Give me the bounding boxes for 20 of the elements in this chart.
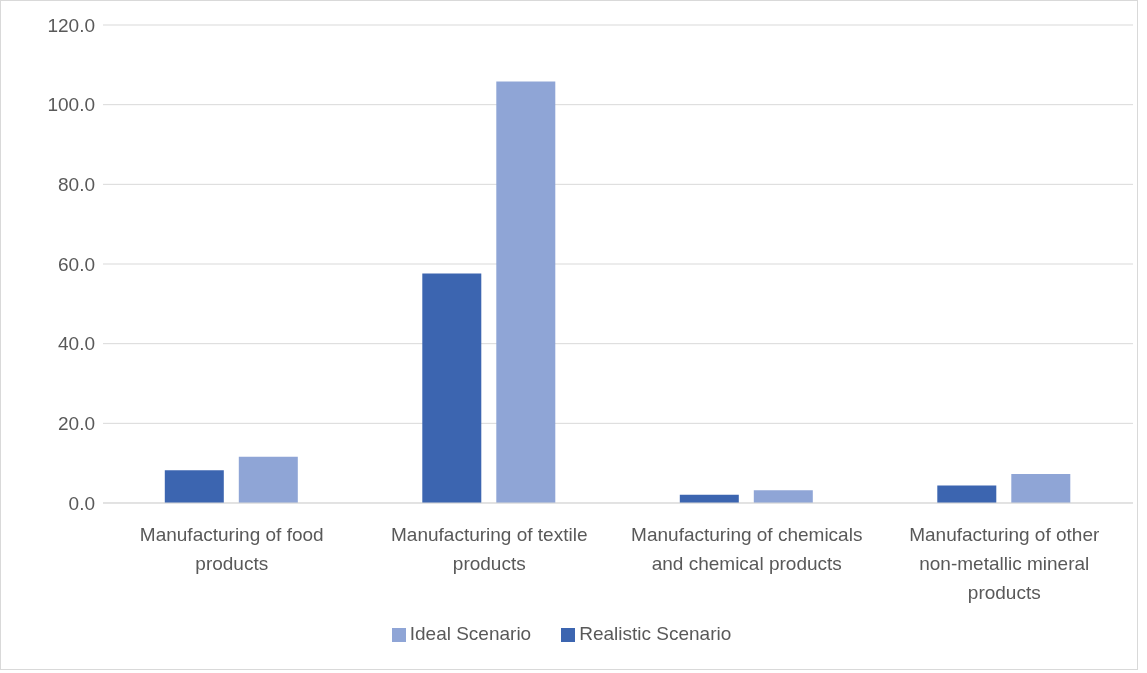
y-tick-label: 100.0 — [47, 94, 95, 116]
y-tick-label: 80.0 — [58, 174, 95, 196]
y-tick-label: 20.0 — [58, 413, 95, 435]
x-tick-label: Manufacturing of chemicals and chemical products — [631, 524, 863, 574]
bar — [496, 81, 556, 503]
bar — [238, 456, 298, 503]
y-tick-label: 40.0 — [58, 333, 95, 355]
bar — [753, 490, 813, 503]
legend-label: Realistic Scenario — [579, 623, 732, 644]
bar — [422, 273, 482, 503]
x-tick-label: Manufacturing of textile products — [391, 524, 588, 574]
y-tick-label: 120.0 — [47, 14, 95, 36]
x-tick-label: Manufacturing of food products — [139, 524, 324, 574]
bar — [937, 485, 997, 503]
legend-label: Ideal Scenario — [409, 623, 532, 644]
y-tick-label: 60.0 — [58, 253, 95, 275]
y-tick-label: 0.0 — [68, 492, 95, 514]
x-tick-label: Manufacturing of other non-metallic mineral products — [909, 524, 1100, 603]
bar — [164, 470, 224, 503]
bar — [1011, 473, 1071, 503]
